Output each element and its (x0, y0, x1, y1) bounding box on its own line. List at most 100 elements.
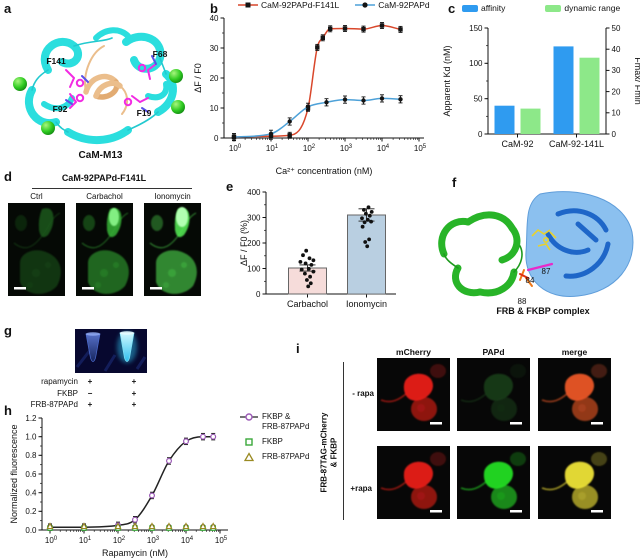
svg-text:30: 30 (210, 44, 219, 53)
column-header-merge: merge (561, 347, 588, 357)
svg-text:0.8: 0.8 (25, 451, 37, 460)
svg-text:10: 10 (210, 104, 219, 113)
legend-marker-blue-circle (355, 2, 376, 8)
svg-text:102: 102 (303, 144, 316, 153)
calcium-ions (13, 69, 185, 135)
fkbp-surface-art (525, 191, 634, 297)
panel-letter-c: c (448, 1, 456, 16)
svg-text:104: 104 (377, 144, 390, 153)
legend-label: dynamic range (564, 3, 621, 13)
chart-calcium-titration: 0 10 20 30 40 100 101 102 103 104 105 Ca²⁺ concentr… (193, 14, 427, 176)
value-fkbp-tube1: − (87, 388, 93, 398)
svg-text:105: 105 (414, 144, 427, 153)
svg-text:0: 0 (478, 130, 483, 139)
rapamycin-sticks (531, 228, 557, 251)
svg-text:103: 103 (147, 536, 160, 545)
phe-residue-sticks (65, 55, 157, 113)
panel-letter-i: i (296, 341, 300, 356)
condition-label-ionomycin: Ionomycin (154, 192, 191, 201)
svg-text:200: 200 (247, 239, 261, 248)
legend-line-1: FKBP & (262, 412, 291, 421)
legend-item: affinity (462, 3, 505, 13)
value-frb-tube1: + (87, 400, 93, 409)
residue-label-88: 88 (518, 297, 527, 306)
svg-text:CaM-92-141L: CaM-92-141L (549, 139, 604, 149)
svg-text:104: 104 (181, 536, 194, 545)
svg-text:Rapamycin (nM): Rapamycin (nM) (102, 548, 168, 558)
legend-item: FRB-87PAPd (240, 452, 309, 462)
condition-label-carbachol: Carbachol (86, 192, 123, 201)
legend-marker-olive-triangle (243, 452, 255, 462)
legend-swatch-dynamic-range (545, 4, 562, 12)
svg-text:100: 100 (229, 144, 242, 153)
legend-item: CaM-92PAPd (355, 0, 430, 10)
legend-marker-green-square (245, 438, 253, 446)
svg-text:0.2: 0.2 (25, 507, 37, 516)
svg-text:10: 10 (612, 109, 621, 118)
legend-label: CaM-92PAPd (378, 0, 430, 10)
svg-text:400: 400 (247, 188, 261, 197)
table-row: FKBP − + (0, 388, 150, 400)
legend-item: FKBP & FRB-87PAPd (240, 412, 309, 432)
svg-text:Ca²⁺ concentration (nM): Ca²⁺ concentration (nM) (276, 166, 373, 176)
value-fkbp-tube2: + (131, 388, 137, 398)
micrograph-minus-rapa-mcherry (377, 358, 450, 431)
legend-label: affinity (481, 3, 506, 13)
micrograph-plus-rapa-mcherry (377, 446, 450, 519)
table-row: FRB-87PAPd + + (0, 399, 150, 411)
svg-text:100: 100 (469, 59, 483, 68)
svg-text:40: 40 (612, 45, 621, 54)
panel-letter-d: d (4, 169, 12, 184)
panel-letter-e: e (226, 179, 234, 194)
svg-text:101: 101 (266, 144, 279, 153)
scale-bar (510, 422, 522, 425)
legend-line-2: FRB-87PAPd (262, 422, 310, 431)
residue-label-f68: F68 (153, 49, 168, 59)
column-header-mcherry: mCherry (396, 347, 431, 357)
panel-letter-a: a (4, 1, 12, 16)
svg-text:102: 102 (113, 536, 126, 545)
svg-text:100: 100 (45, 536, 58, 545)
svg-text:1.0: 1.0 (25, 433, 37, 442)
condition-label-ctrl: Ctrl (30, 192, 43, 201)
svg-text:Ionomycin: Ionomycin (346, 299, 387, 309)
micrograph-ctrl (8, 203, 65, 296)
chart-df-f0-bar: 0 100 200 300 400 Carbachol Ionomycin ΔF / F0 (… (239, 188, 396, 309)
svg-text:1.2: 1.2 (25, 414, 37, 423)
residue-label-84: 84 (526, 276, 535, 285)
frb-ribbon-art (438, 211, 523, 297)
chart-kd-dynamic-range: 0 50 100 150 0 10 20 30 40 50 CaM-92 CaM-92-141L App… (442, 24, 640, 149)
scale-bar (591, 422, 603, 425)
tube-without-fkbp (85, 332, 101, 362)
scale-bar (14, 287, 26, 290)
protein-structure-frb-fkbp: 87 84 88 (438, 191, 634, 306)
table-row: rapamycin + + (0, 376, 150, 388)
value-rapamycin-tube2: + (131, 377, 137, 386)
m13-helix-art (83, 45, 128, 115)
panel-letter-b: b (210, 1, 218, 16)
side-label-line-2: & FKBP (329, 437, 338, 468)
svg-text:20: 20 (210, 74, 219, 83)
column-header-papd: PAPd (482, 347, 505, 357)
protein-structure-cam-m13: F141 F68 F92 F19 (13, 27, 185, 145)
svg-text:Normalized fluorescence: Normalized fluorescence (9, 424, 19, 523)
residue-sticks-84-87-88 (519, 262, 554, 287)
micrograph-minus-rapa-merge (538, 358, 611, 431)
residue-label-f19: F19 (137, 108, 152, 118)
legend-item: dynamic range (545, 3, 620, 13)
value-frb-tube2: + (131, 400, 137, 409)
tube-with-fkbp (117, 331, 137, 363)
row-label-rapamycin: rapamycin (41, 377, 78, 386)
scale-bar (591, 510, 603, 513)
panel-i-side-label: FRB-87TAG-mCherry & FKBP (320, 393, 339, 513)
legend-label: CaM-92PAPd-F141L (261, 0, 340, 10)
scale-bar (82, 287, 94, 290)
svg-text:20: 20 (612, 87, 621, 96)
svg-text:CaM-92: CaM-92 (501, 139, 533, 149)
background-streaks (75, 348, 147, 372)
svg-text:ΔF / F0 (%): ΔF / F0 (%) (239, 220, 249, 266)
scale-bar (510, 510, 522, 513)
panel-letter-g: g (4, 323, 12, 338)
row-label-frb-87papd: FRB-87PAPd (30, 400, 78, 409)
